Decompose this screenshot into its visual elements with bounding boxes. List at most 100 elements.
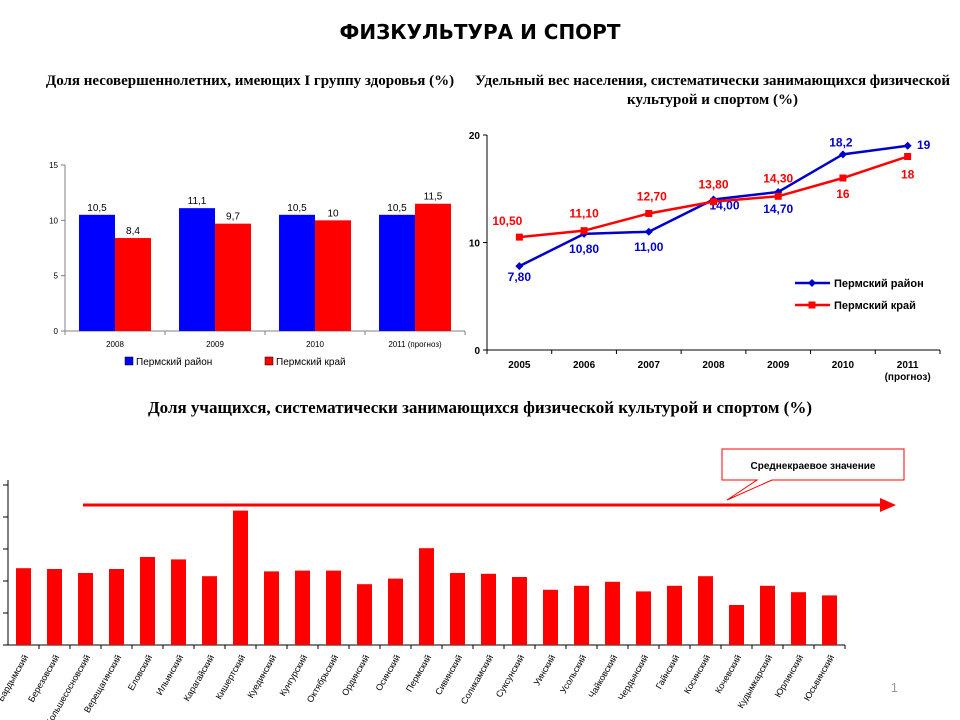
legend-swatch <box>124 356 134 366</box>
bar <box>667 585 682 645</box>
x-tick-sublabel: (прогноз) <box>885 372 931 383</box>
x-tick-label: Соликамский <box>459 653 495 706</box>
data-point <box>710 198 717 206</box>
legend-label: Пермский район <box>136 357 212 368</box>
y-tick-label: 20 <box>469 131 481 142</box>
data-point <box>774 187 783 196</box>
bar <box>822 595 837 645</box>
x-tick-label: Сивинский <box>433 653 464 697</box>
bar <box>760 585 775 645</box>
data-label: 10,5 <box>87 203 107 214</box>
bar <box>79 214 115 331</box>
x-tick-label: 2008 <box>106 340 124 349</box>
x-tick-label: 2005 <box>508 360 531 371</box>
data-label: 10,5 <box>387 203 407 214</box>
x-tick-label: 2011 (прогноз) <box>388 340 442 349</box>
data-label: 11,5 <box>424 192 443 203</box>
y-tick-label: 0 <box>54 327 59 336</box>
data-label: 12,70 <box>637 189 667 203</box>
bar <box>109 569 124 645</box>
bar <box>264 571 279 645</box>
x-tick-label: Суксунский <box>494 653 526 699</box>
data-point <box>903 141 912 150</box>
x-tick-label: 2010 <box>306 340 324 349</box>
page-number: 1 <box>890 680 898 695</box>
bar <box>605 581 620 645</box>
x-tick-label: Куединский <box>245 653 278 700</box>
x-tick-label: Юрлинский <box>773 653 805 699</box>
y-tick-label: 0 <box>474 346 480 357</box>
data-label: 16 <box>836 187 850 201</box>
x-tick-label: 2009 <box>206 340 224 349</box>
bar <box>729 605 744 645</box>
x-tick-label: Косинский <box>682 653 712 695</box>
average-arrowhead <box>880 498 896 512</box>
data-label: 9,7 <box>226 212 240 223</box>
x-tick-label: Ординский <box>340 653 371 697</box>
data-point <box>580 227 588 235</box>
y-tick-label: 10 <box>49 216 58 225</box>
bar <box>326 570 341 645</box>
x-tick-label: Кунгурский <box>278 653 310 698</box>
bar <box>171 559 186 645</box>
data-point <box>774 192 782 200</box>
data-label: 8,4 <box>126 226 140 237</box>
legend-label: Пермский район <box>834 278 924 290</box>
x-tick-label: Карагайский <box>182 653 217 703</box>
x-tick-label: Чайковский <box>586 653 619 700</box>
chart2-title: Удельный вес населения, систематически з… <box>474 73 951 108</box>
legend-box <box>790 270 938 320</box>
chart1-title: Доля несовершеннолетних, имеющих I групп… <box>45 73 455 89</box>
x-tick-label: Уинский <box>532 653 558 687</box>
legend-label: Пермский край <box>834 300 916 312</box>
x-tick-label: Октябрьский <box>305 653 340 704</box>
average-callout-label: Среднекраевое значение <box>751 461 876 472</box>
x-tick-label: 2008 <box>702 360 725 371</box>
bar <box>78 573 93 645</box>
bar <box>415 203 451 331</box>
data-point <box>515 233 523 241</box>
x-tick-label: Березовский <box>26 653 61 704</box>
bar <box>512 577 527 645</box>
data-label: 11,00 <box>634 240 664 254</box>
bar <box>379 214 415 331</box>
x-tick-label: Усольский <box>558 653 588 695</box>
data-label: 19 <box>917 138 931 152</box>
data-label: 10,80 <box>569 242 599 256</box>
chart3-title: Доля учащихся, систематически занимающих… <box>147 398 813 417</box>
data-label: 14,30 <box>763 171 793 185</box>
x-tick-label: Бардымский <box>0 653 30 703</box>
x-tick-label: Кудымкарский <box>736 653 775 710</box>
data-point <box>904 153 912 160</box>
x-tick-label: 2009 <box>767 360 790 371</box>
data-label: 10 <box>327 208 339 219</box>
bar <box>47 569 62 645</box>
data-label: 7,80 <box>508 270 532 284</box>
legend-marker <box>808 279 816 287</box>
y-tick-label: 10 <box>469 239 481 250</box>
data-label: 18 <box>901 168 915 182</box>
bar <box>115 238 151 331</box>
bar <box>698 576 713 645</box>
bar <box>295 570 310 645</box>
y-tick-label: 5 <box>54 272 59 281</box>
bar <box>481 573 496 645</box>
data-point <box>839 174 847 182</box>
bar <box>791 592 806 645</box>
bar <box>450 573 465 645</box>
bar <box>233 510 248 645</box>
slide-title: ФИЗКУЛЬТУРА И СПОРТ <box>339 20 621 44</box>
data-label: 11,1 <box>188 196 207 207</box>
data-label: 11,10 <box>569 207 599 221</box>
data-label: 18,2 <box>829 135 853 149</box>
data-point <box>644 227 653 236</box>
data-point <box>515 262 524 271</box>
bar <box>202 576 217 645</box>
x-tick-label: Гайнский <box>654 653 682 691</box>
data-label: 14,70 <box>763 202 793 216</box>
x-tick-label: Осинский <box>374 653 403 693</box>
legend-swatch <box>264 356 274 366</box>
bar <box>279 214 315 331</box>
data-label: 10,50 <box>492 214 522 228</box>
chart1-health-group: 0 5 10 15 10,5 8,4 2008 11,1 9,7 2009 10,5 10 2010 10… <box>49 161 466 368</box>
